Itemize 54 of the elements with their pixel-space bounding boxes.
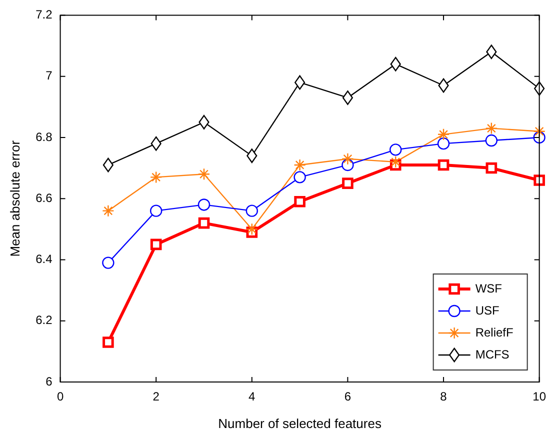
point [486, 162, 498, 174]
point [390, 56, 401, 72]
point [294, 75, 306, 90]
point [390, 144, 402, 156]
point [437, 137, 450, 150]
point [342, 90, 353, 105]
x-tick-label: 0 [56, 390, 64, 404]
point [485, 134, 498, 147]
point [198, 114, 210, 130]
point [246, 204, 258, 217]
legend-label: WSF [475, 281, 502, 296]
point [150, 136, 162, 151]
point [198, 168, 210, 180]
legend-label: MCFS [475, 347, 510, 362]
y-tick-label: 6 [46, 374, 53, 388]
x-tick-label: 8 [440, 390, 448, 404]
point [342, 152, 354, 165]
point [150, 238, 162, 250]
point [294, 196, 306, 208]
point [198, 198, 210, 211]
point [150, 204, 162, 217]
y-tick-label: 6.2 [36, 313, 53, 328]
point [438, 159, 450, 171]
point [437, 128, 450, 141]
point [102, 204, 114, 217]
y-tick-label: 6.6 [36, 190, 53, 205]
point [342, 178, 354, 189]
point [246, 223, 258, 236]
point [534, 174, 545, 186]
point [102, 256, 114, 269]
point [150, 171, 162, 184]
point [102, 158, 114, 172]
y-tick-label: 6.8 [36, 130, 53, 144]
x-tick-label: 10 [532, 390, 546, 404]
x-tick-label: 2 [152, 390, 160, 404]
point [438, 78, 449, 93]
y-tick-label: 6.4 [36, 252, 53, 266]
legend-label: USF [475, 303, 500, 318]
point [294, 158, 306, 172]
point [198, 217, 210, 229]
y-tick-label: 7.2 [36, 8, 53, 22]
point [486, 44, 497, 60]
x-tick-label: 6 [344, 390, 352, 404]
point [246, 148, 258, 164]
y-axis-title: Mean absolute error [7, 140, 22, 257]
point [102, 336, 114, 348]
point [390, 156, 402, 168]
x-axis-title: Number of selected features [218, 416, 382, 431]
legend-label: ReliefF [475, 325, 514, 340]
point [294, 171, 306, 184]
point [533, 125, 546, 138]
y-tick-label: 7 [46, 68, 53, 83]
x-tick-label: 4 [248, 390, 256, 404]
point [485, 122, 498, 134]
